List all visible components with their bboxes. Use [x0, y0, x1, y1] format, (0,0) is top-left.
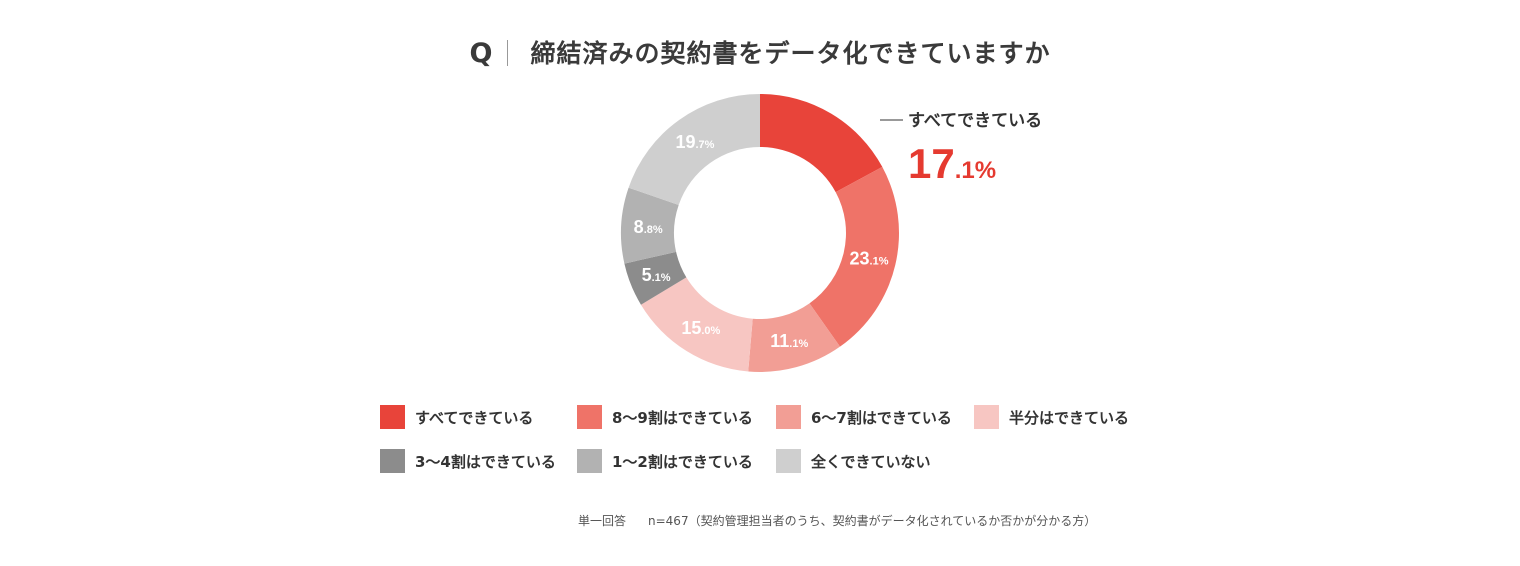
legend-label: 3〜4割はできている [415, 452, 556, 471]
answer-type: 単一回答 [578, 514, 627, 528]
title-divider [507, 40, 509, 66]
legend-swatch [577, 449, 602, 473]
slice-labels: 23.1% 11.1% 15.0% 5.1% 8.8% 19.7% [634, 132, 889, 351]
legend-label: すべてできている [415, 408, 534, 427]
callout-value: 17.1% [908, 140, 996, 187]
legend-label: 8〜9割はできている [612, 408, 753, 427]
legend: すべてできている 8〜9割はできている 6〜7割はできている 半分はできている … [380, 405, 1180, 493]
question-mark: Q [469, 38, 494, 69]
callout-label: すべてできている [908, 111, 1042, 131]
legend-item: 3〜4割はできている [380, 449, 577, 473]
legend-swatch [776, 405, 801, 429]
slice-label: 8.8% [634, 217, 663, 237]
legend-row-1: すべてできている 8〜9割はできている 6〜7割はできている 半分はできている [380, 405, 1180, 429]
donut-slice [809, 166, 899, 347]
legend-label: 半分はできている [1009, 408, 1130, 427]
donut-slice [640, 277, 753, 372]
slice-label: 19.7% [675, 132, 714, 152]
donut-slice [624, 251, 687, 305]
sample-size: n=467（契約管理担当者のうち、契約書がデータ化されているか否かが分かる方） [648, 514, 1097, 528]
legend-swatch [577, 405, 602, 429]
slice-label: 11.1% [770, 331, 808, 351]
legend-swatch [380, 405, 405, 429]
legend-swatch [974, 405, 999, 429]
legend-item: すべてできている [380, 405, 577, 429]
donut-slice [748, 303, 840, 372]
legend-label: 全くできていない [811, 452, 931, 471]
donut-slice [628, 94, 760, 205]
callout-value-dec: .1% [955, 157, 996, 184]
donut-slice [760, 94, 883, 193]
legend-label: 1〜2割はできている [612, 452, 753, 471]
legend-row-2: 3〜4割はできている 1〜2割はできている 全くできていない [380, 449, 1180, 473]
legend-item: 1〜2割はできている [577, 449, 776, 473]
donut-slice [621, 187, 679, 264]
slice-label: 5.1% [642, 265, 671, 285]
legend-swatch [776, 449, 801, 473]
donut-chart: 23.1% 11.1% 15.0% 5.1% 8.8% 19.7% すべてできている 17… [621, 94, 1042, 372]
slice-label: 23.1% [850, 249, 889, 269]
legend-item: 半分はできている [974, 405, 1129, 429]
legend-swatch [380, 449, 405, 473]
legend-label: 6〜7割はできている [811, 408, 952, 427]
slice-label: 15.0% [681, 318, 720, 338]
donut-slices [621, 94, 899, 372]
chart-title: Q 締結済みの契約書をデータ化できていますか [0, 34, 1520, 70]
title-text: 締結済みの契約書をデータ化できていますか [530, 39, 1051, 68]
legend-item: 6〜7割はできている [776, 405, 974, 429]
legend-item: 8〜9割はできている [577, 405, 776, 429]
legend-item: 全くできていない [776, 449, 931, 473]
footnote: 単一回答 n=467（契約管理担当者のうち、契約書がデータ化されているか否かが分か… [578, 512, 1096, 529]
callout-value-int: 17 [908, 140, 955, 187]
